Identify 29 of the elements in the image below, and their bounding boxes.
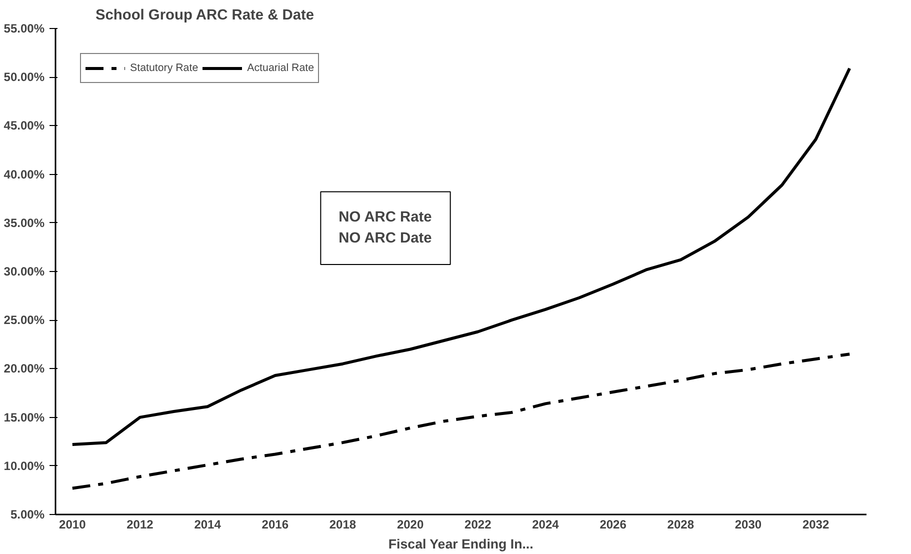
y-tick-label: 20.00% bbox=[4, 362, 45, 376]
x-tick-label: 2010 bbox=[59, 518, 86, 532]
y-tick-label: 45.00% bbox=[4, 118, 45, 133]
x-axis-title: Fiscal Year Ending In... bbox=[388, 536, 534, 552]
x-tick-label: 2028 bbox=[667, 518, 694, 532]
x-tick-label: 2024 bbox=[532, 518, 560, 532]
annotation: NO ARC Rate NO ARC Date bbox=[338, 210, 432, 246]
y-tick-label: 55.00% bbox=[4, 22, 45, 36]
x-tick-label: 2022 bbox=[464, 518, 492, 532]
y-tick-label: 5.00% bbox=[10, 508, 45, 522]
x-tick-label: 2016 bbox=[262, 518, 289, 532]
x-tick-label: 2032 bbox=[802, 518, 830, 532]
line-series bbox=[70, 352, 852, 490]
x-tick-label: 2014 bbox=[194, 518, 222, 532]
y-tick-label: 15.00% bbox=[4, 410, 45, 424]
y-tick-label: 30.00% bbox=[4, 264, 45, 278]
x-tick-label: 2020 bbox=[396, 518, 424, 532]
chart-title: School Group ARC Rate & Date bbox=[96, 8, 314, 24]
y-tick-label: 10.00% bbox=[4, 458, 45, 473]
x-tick-label: 2012 bbox=[126, 518, 154, 532]
x-tick-label: 2030 bbox=[734, 518, 762, 532]
legend-label: Actuarial Rate bbox=[247, 62, 314, 74]
x-tick-label: 2018 bbox=[329, 518, 356, 532]
y-tick-label: 35.00% bbox=[4, 216, 45, 230]
y-tick-label: 25.00% bbox=[4, 313, 45, 328]
y-tick-label: 50.00% bbox=[4, 70, 45, 84]
y-tick-label: 40.00% bbox=[4, 167, 45, 182]
x-tick-label: 2026 bbox=[600, 518, 627, 532]
legend-label: Statutory Rate bbox=[130, 62, 198, 74]
